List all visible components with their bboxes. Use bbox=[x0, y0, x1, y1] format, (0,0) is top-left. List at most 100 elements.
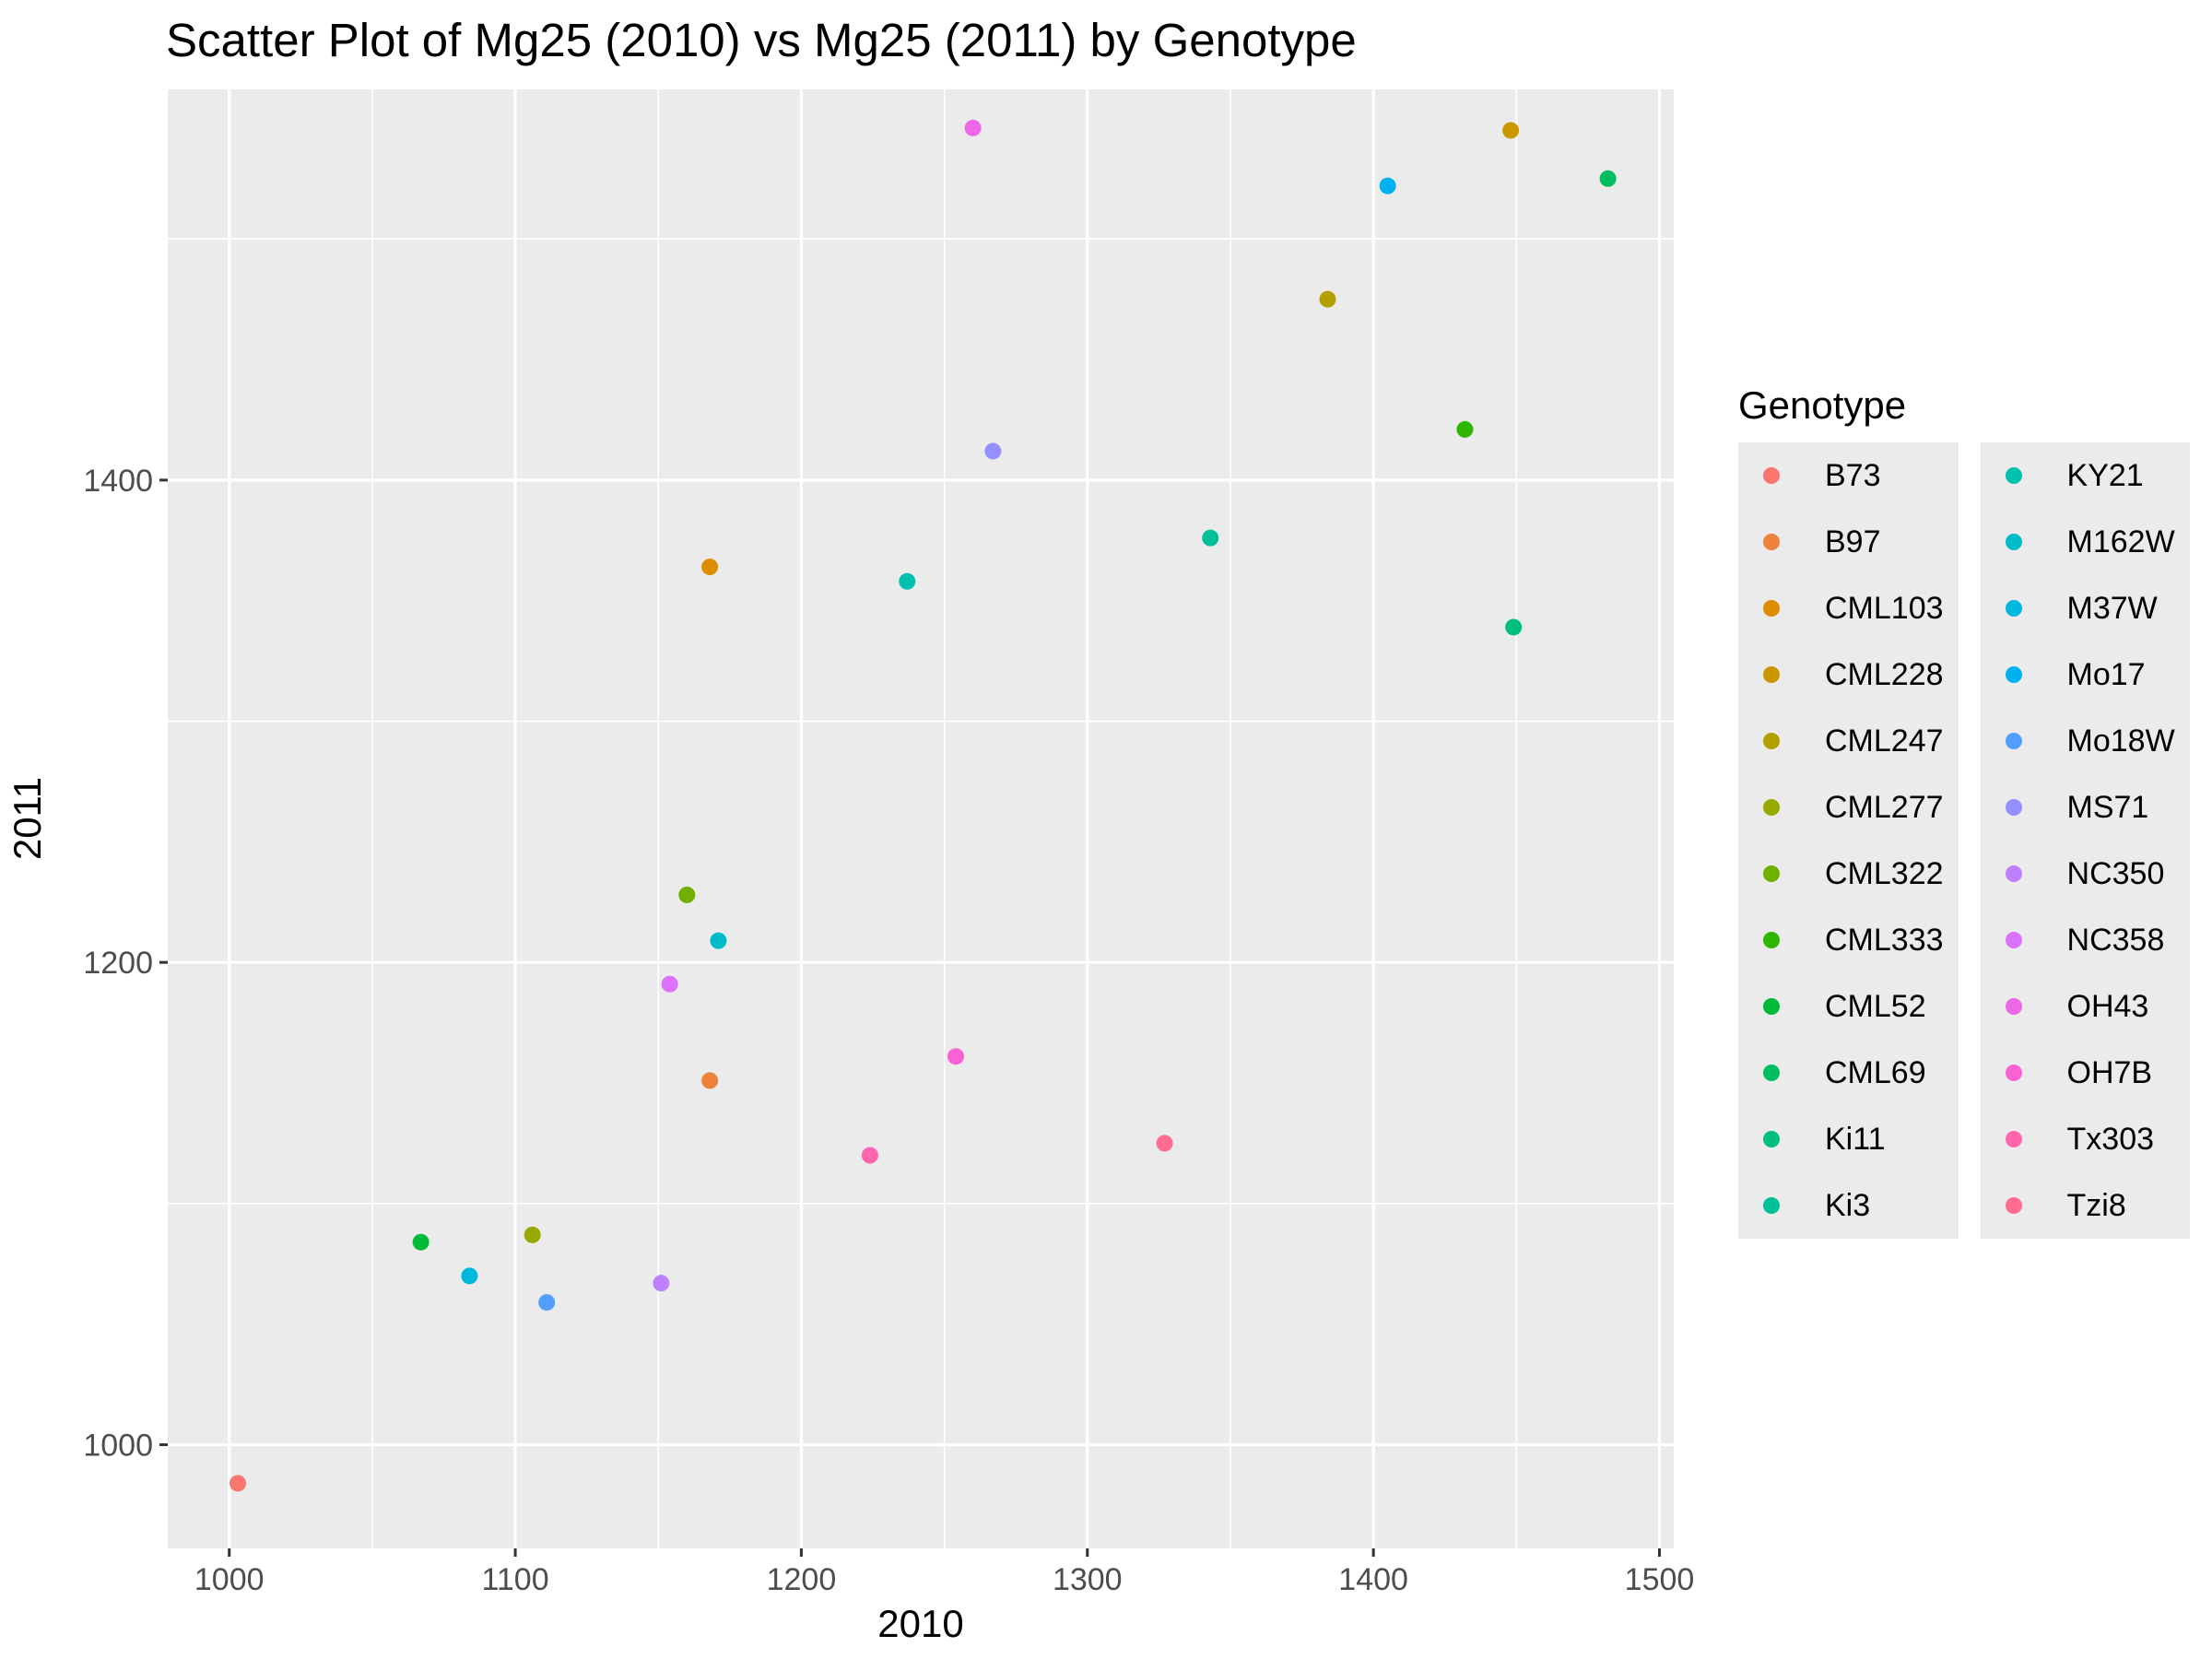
data-point-cml52 bbox=[412, 1233, 429, 1251]
legend-label: M162W bbox=[2066, 524, 2175, 559]
legend-label: Tx303 bbox=[2066, 1121, 2155, 1157]
data-point-b97 bbox=[701, 1072, 719, 1089]
legend-label: Mo17 bbox=[2066, 656, 2146, 692]
legend-dot bbox=[1763, 865, 1780, 882]
legend-item-cml247: CML247 bbox=[1738, 708, 1959, 774]
legend-dot bbox=[1763, 600, 1780, 617]
legend-item-cml322: CML322 bbox=[1738, 841, 1959, 907]
legend: Genotype B73 B97 CML103 CML228 CML247 CML277 C… bbox=[1738, 382, 2190, 1239]
legend-label: Tzi8 bbox=[2066, 1187, 2126, 1223]
legend-item-m162w: M162W bbox=[1981, 509, 2190, 575]
data-point-oh43 bbox=[964, 119, 982, 136]
legend-dot bbox=[1763, 467, 1780, 484]
legend-key bbox=[1981, 575, 2047, 641]
legend-dot bbox=[2005, 534, 2022, 550]
x-tick-label: 1300 bbox=[1053, 1562, 1123, 1597]
y-tick-label: 1000 bbox=[83, 1428, 153, 1463]
legend-key bbox=[1981, 708, 2047, 774]
x-tick-label: 1000 bbox=[194, 1562, 265, 1597]
legend-key bbox=[1738, 841, 1805, 907]
legend-item-cml69: CML69 bbox=[1738, 1040, 1959, 1106]
legend-body: B73 B97 CML103 CML228 CML247 CML277 CML322 CML3… bbox=[1738, 442, 2190, 1239]
legend-label: Ki11 bbox=[1825, 1121, 1886, 1157]
chart-title: Scatter Plot of Mg25 (2010) vs Mg25 (201… bbox=[166, 14, 1357, 66]
legend-key bbox=[1981, 1172, 2047, 1239]
legend-dot bbox=[1763, 799, 1780, 816]
data-point-mo17 bbox=[1379, 177, 1396, 194]
legend-key bbox=[1981, 509, 2047, 575]
data-point-ki3 bbox=[1202, 529, 1219, 547]
legend-item-oh7b: OH7B bbox=[1981, 1040, 2190, 1106]
data-point-cml322 bbox=[678, 886, 696, 903]
legend-key bbox=[1738, 1106, 1805, 1172]
legend-dot bbox=[1763, 1131, 1780, 1147]
legend-dot bbox=[2005, 865, 2022, 882]
legend-label: NC350 bbox=[2066, 855, 2165, 891]
legend-key bbox=[1738, 509, 1805, 575]
legend-dot bbox=[2005, 932, 2022, 948]
axis-ticks: 1000 1100 1200 1300 1400 1500 1000 1200 1400 bbox=[83, 464, 1694, 1597]
legend-label: OH43 bbox=[2066, 988, 2149, 1024]
legend-key bbox=[1981, 774, 2047, 841]
legend-dot bbox=[1763, 733, 1780, 749]
data-point-tzi8 bbox=[1156, 1135, 1173, 1152]
legend-label: CML247 bbox=[1825, 723, 1944, 759]
plot-panel bbox=[168, 89, 1674, 1548]
data-point-ky21 bbox=[899, 572, 916, 590]
legend-key bbox=[1738, 575, 1805, 641]
y-tick-label: 1200 bbox=[83, 946, 153, 981]
legend-item-cml277: CML277 bbox=[1738, 774, 1959, 841]
legend-dot bbox=[2005, 733, 2022, 749]
legend-dot bbox=[2005, 1065, 2022, 1081]
legend-item-cml228: CML228 bbox=[1738, 641, 1959, 708]
legend-title: Genotype bbox=[1738, 383, 1907, 427]
legend-key bbox=[1738, 774, 1805, 841]
data-point-cml69 bbox=[1599, 170, 1617, 187]
legend-item-b97: B97 bbox=[1738, 509, 1959, 575]
legend-key bbox=[1981, 1040, 2047, 1106]
legend-key bbox=[1981, 841, 2047, 907]
data-point-cml277 bbox=[524, 1226, 541, 1243]
data-point-nc358 bbox=[661, 975, 678, 993]
legend-label: KY21 bbox=[2066, 457, 2144, 493]
legend-item-b73: B73 bbox=[1738, 442, 1959, 509]
legend-key bbox=[1738, 641, 1805, 708]
legend-label: B73 bbox=[1825, 457, 1881, 493]
x-tick-label: 1500 bbox=[1625, 1562, 1695, 1597]
legend-item-ki3: Ki3 bbox=[1738, 1172, 1959, 1239]
x-tick-label: 1100 bbox=[482, 1562, 549, 1597]
legend-key bbox=[1981, 442, 2047, 509]
legend-dot bbox=[2005, 1131, 2022, 1147]
legend-label: CML322 bbox=[1825, 855, 1944, 891]
x-tick-label: 1200 bbox=[767, 1562, 837, 1597]
legend-label: CML52 bbox=[1825, 988, 1926, 1024]
legend-key bbox=[1738, 1172, 1805, 1239]
legend-dot bbox=[2005, 467, 2022, 484]
legend-key bbox=[1981, 641, 2047, 708]
data-point-ms71 bbox=[984, 442, 1002, 460]
legend-dot bbox=[1763, 1197, 1780, 1214]
data-point-oh7b bbox=[947, 1048, 965, 1065]
data-point-b73 bbox=[229, 1475, 247, 1492]
legend-label: CML228 bbox=[1825, 656, 1944, 692]
legend-label: OH7B bbox=[2066, 1054, 2153, 1090]
data-point-m162w bbox=[710, 932, 727, 949]
legend-item-ki11: Ki11 bbox=[1738, 1106, 1959, 1172]
legend-column: KY21 M162W M37W Mo17 Mo18W MS71 NC350 NC358 OH43… bbox=[1980, 442, 2190, 1239]
legend-item-mo17: Mo17 bbox=[1981, 641, 2190, 708]
legend-dot bbox=[1763, 666, 1780, 683]
legend-label: M37W bbox=[2066, 590, 2158, 626]
legend-item-mo18w: Mo18W bbox=[1981, 708, 2190, 774]
legend-dot bbox=[1763, 534, 1780, 550]
data-point-nc350 bbox=[653, 1275, 670, 1292]
legend-label: CML277 bbox=[1825, 789, 1944, 825]
legend-label: Ki3 bbox=[1825, 1187, 1871, 1223]
data-point-cml333 bbox=[1456, 420, 1474, 438]
x-tick-label: 1400 bbox=[1338, 1562, 1408, 1597]
legend-dot bbox=[1763, 932, 1780, 948]
legend-key bbox=[1738, 708, 1805, 774]
data-point-cml103 bbox=[701, 559, 719, 576]
x-axis-title: 2010 bbox=[877, 1602, 963, 1645]
legend-item-cml103: CML103 bbox=[1738, 575, 1959, 641]
legend-item-cml52: CML52 bbox=[1738, 973, 1959, 1040]
